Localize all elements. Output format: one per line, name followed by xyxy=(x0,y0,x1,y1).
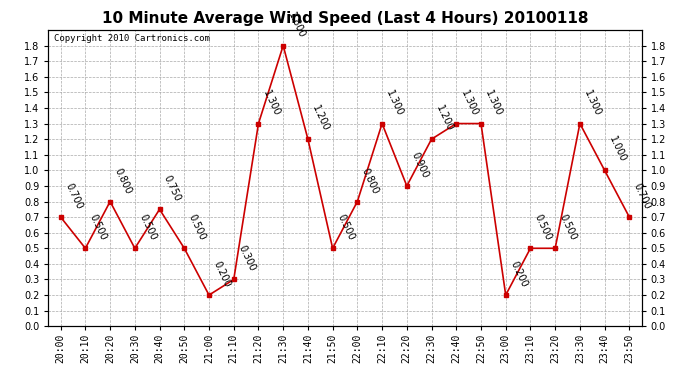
Text: 1.300: 1.300 xyxy=(459,88,480,117)
Text: 0.800: 0.800 xyxy=(112,166,133,195)
Text: 1.300: 1.300 xyxy=(484,88,504,117)
Text: 1.000: 1.000 xyxy=(607,135,628,164)
Text: 0.300: 0.300 xyxy=(236,244,257,273)
Text: 1.300: 1.300 xyxy=(582,88,603,117)
Text: 0.500: 0.500 xyxy=(88,213,108,242)
Text: 1.800: 1.800 xyxy=(286,10,306,39)
Text: 0.700: 0.700 xyxy=(63,182,84,211)
Text: 0.700: 0.700 xyxy=(632,182,653,211)
Text: 1.200: 1.200 xyxy=(310,104,331,133)
Text: 0.500: 0.500 xyxy=(137,213,158,242)
Text: Copyright 2010 Cartronics.com: Copyright 2010 Cartronics.com xyxy=(55,34,210,44)
Text: 0.800: 0.800 xyxy=(360,166,380,195)
Text: 0.750: 0.750 xyxy=(162,174,183,203)
Text: 1.200: 1.200 xyxy=(434,104,455,133)
Text: 1.300: 1.300 xyxy=(384,88,405,117)
Text: 1.300: 1.300 xyxy=(261,88,282,117)
Text: 0.200: 0.200 xyxy=(508,260,529,289)
Text: 0.500: 0.500 xyxy=(187,213,208,242)
Text: 0.500: 0.500 xyxy=(335,213,356,242)
Text: 0.200: 0.200 xyxy=(211,260,233,289)
Text: 10 Minute Average Wind Speed (Last 4 Hours) 20100118: 10 Minute Average Wind Speed (Last 4 Hou… xyxy=(101,11,589,26)
Text: 0.500: 0.500 xyxy=(558,213,578,242)
Text: 0.500: 0.500 xyxy=(533,213,553,242)
Text: 0.900: 0.900 xyxy=(409,150,430,180)
